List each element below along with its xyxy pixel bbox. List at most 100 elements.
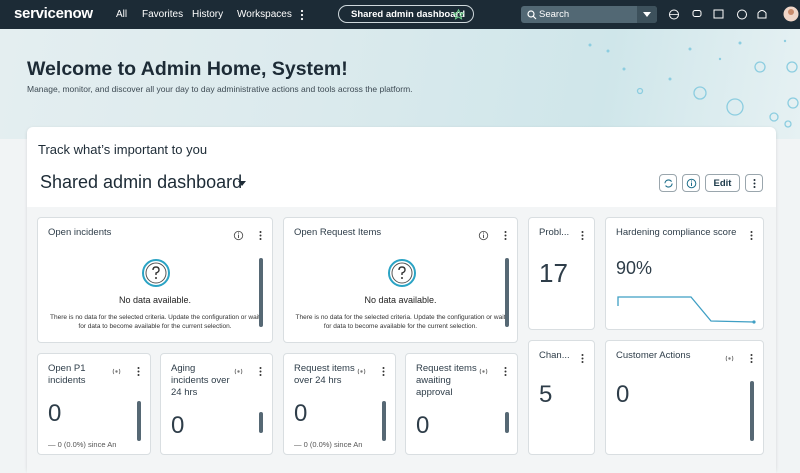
widget-menu[interactable] <box>503 228 508 246</box>
no-data-message: No data available. <box>364 295 437 305</box>
info-indicator[interactable] <box>233 228 244 246</box>
sparkline <box>617 296 756 324</box>
nav-item[interactable]: Favorites <box>142 9 184 20</box>
star-icon[interactable] <box>453 9 464 20</box>
icon <box>234 368 243 375</box>
scroll-indicator <box>259 412 263 433</box>
icon <box>581 354 584 363</box>
icon <box>259 367 262 376</box>
widget-title: Open P1 incidents <box>48 363 86 386</box>
dashboard-name[interactable]: Shared admin dashboard <box>40 172 243 192</box>
nav-item[interactable]: Workspaces <box>237 9 292 20</box>
icon <box>504 367 507 376</box>
metric-value: 17 <box>539 258 568 288</box>
widget-title: Aging incidents over 24 hrs <box>171 363 230 398</box>
top-nav: servicenow All Favorites History Workspa… <box>0 0 800 29</box>
widget[interactable]: Open P1 incidents 0 — 0 (0.0%) since An <box>37 353 151 455</box>
widget-menu[interactable] <box>580 351 585 369</box>
icon <box>750 354 753 363</box>
icon <box>357 368 366 375</box>
metric-change: — 0 (0.0%) since An <box>48 440 117 449</box>
nav-item[interactable]: All <box>116 9 128 20</box>
no-data-detail: There is no data for the selected criter… <box>295 314 506 330</box>
widget-menu[interactable] <box>580 228 585 246</box>
scroll-indicator <box>505 412 509 433</box>
search-scope[interactable] <box>637 6 657 23</box>
icon <box>504 231 507 240</box>
hero: Welcome to Admin Home, System! Manage, m… <box>0 29 800 139</box>
icon <box>581 231 584 240</box>
logo[interactable]: servicenow <box>14 5 93 22</box>
signal-indicator <box>356 364 367 382</box>
search-box[interactable]: Search <box>521 6 657 23</box>
widget[interactable]: Hardening compliance score 90% <box>605 217 764 330</box>
widget-title: Probl... <box>539 227 570 238</box>
hero-title: Welcome to Admin Home, System! <box>27 58 348 80</box>
widget-title: Request items over 24 hrs <box>294 363 355 386</box>
icon <box>478 230 489 241</box>
widget[interactable]: Aging incidents over 24 hrs 0 <box>160 353 273 455</box>
metric-value: 0 <box>48 400 62 427</box>
context-pill[interactable]: Shared admin dashboard <box>338 5 474 23</box>
icon <box>479 368 488 375</box>
icon <box>142 259 170 287</box>
widget-menu[interactable] <box>381 364 386 382</box>
scroll-indicator <box>382 401 386 441</box>
signal-indicator <box>724 351 735 369</box>
widget[interactable]: Request items over 24 hrs 0 — 0 (0.0%) sin… <box>283 353 396 455</box>
icon <box>112 368 121 375</box>
info-icon <box>686 178 697 189</box>
no-data-detail: There is no data for the selected criter… <box>50 314 260 330</box>
refresh-icon <box>664 179 673 188</box>
scroll-indicator <box>505 258 509 327</box>
nav-more[interactable] <box>299 9 305 21</box>
widget[interactable]: Open Request Items No data available. Ther… <box>283 217 518 343</box>
dashboard-more[interactable] <box>745 174 763 192</box>
scroll-indicator <box>137 401 141 441</box>
metric-value: 0 <box>416 412 430 439</box>
signal-indicator <box>233 364 244 382</box>
icon <box>382 367 385 376</box>
scroll-indicator <box>750 381 754 441</box>
widget-title: Request items awaiting approval <box>416 363 477 398</box>
signal-indicator <box>478 364 489 382</box>
avatar[interactable] <box>783 6 799 22</box>
edit-button[interactable]: Edit <box>705 174 740 192</box>
icon <box>137 367 140 376</box>
nav-icons[interactable] <box>668 8 768 21</box>
widget-title: Open incidents <box>48 227 112 238</box>
metric-change: — 0 (0.0%) since An <box>294 440 363 449</box>
widget-title: Open Request Items <box>294 227 382 238</box>
icon <box>233 230 244 241</box>
icon <box>259 231 262 240</box>
widget-title: Customer Actions <box>616 350 691 361</box>
metric-value: 0 <box>616 381 630 408</box>
no-data-message: No data available. <box>118 295 192 305</box>
search-icon <box>527 10 537 20</box>
widget-menu[interactable] <box>503 364 508 382</box>
dashboard-caret[interactable] <box>238 181 246 186</box>
widget-menu[interactable] <box>749 351 754 369</box>
metric-value: 0 <box>294 400 308 427</box>
signal-indicator <box>111 364 122 382</box>
info-button[interactable] <box>682 174 700 192</box>
info-indicator[interactable] <box>478 228 489 246</box>
hero-subtitle: Manage, monitor, and discover all your d… <box>27 84 413 94</box>
icon <box>750 231 753 240</box>
hero-decoration <box>588 39 799 128</box>
widget-menu[interactable] <box>258 228 263 246</box>
widget-menu[interactable] <box>136 364 141 382</box>
widget-menu[interactable] <box>749 228 754 246</box>
widget-title: Hardening compliance score <box>616 227 737 238</box>
widget-title: Chan... <box>539 350 570 361</box>
widget-menu[interactable] <box>258 364 263 382</box>
widget[interactable]: Request items awaiting approval 0 <box>405 353 518 455</box>
widget[interactable]: Probl... 17 <box>528 217 595 330</box>
nav-item[interactable]: History <box>192 9 224 20</box>
widget[interactable]: Customer Actions 0 <box>605 340 764 455</box>
icon <box>725 355 734 362</box>
widget[interactable]: Open incidents No data available. There is… <box>37 217 273 343</box>
kebab-icon <box>753 179 756 188</box>
refresh-button[interactable] <box>659 174 677 192</box>
widget[interactable]: Chan... 5 <box>528 340 595 455</box>
